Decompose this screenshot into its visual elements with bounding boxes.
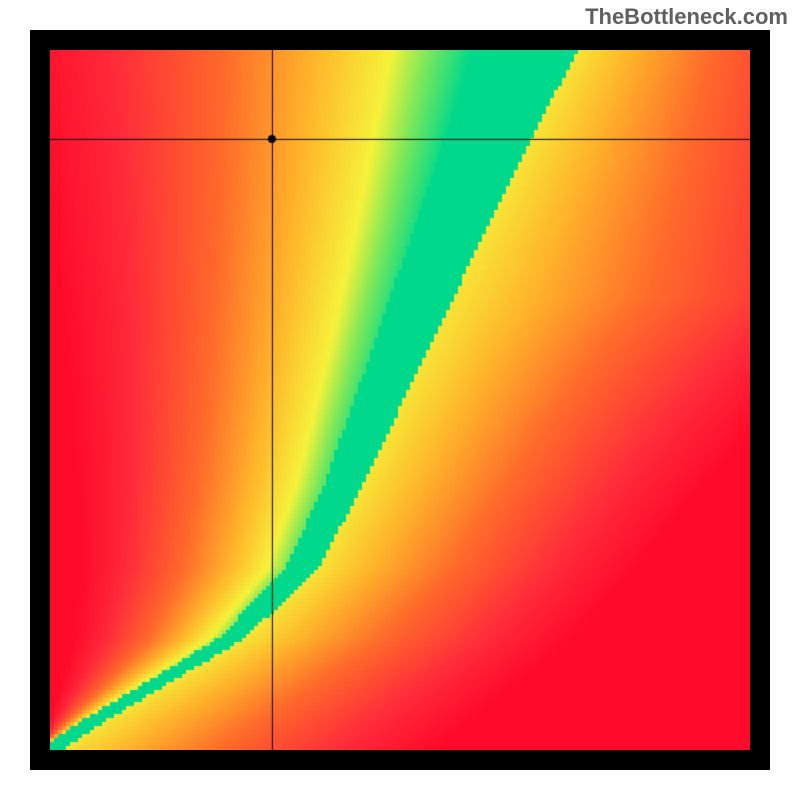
chart-frame — [30, 30, 770, 770]
heatmap-canvas — [50, 50, 750, 750]
chart-container: TheBottleneck.com — [0, 0, 800, 800]
watermark-text: TheBottleneck.com — [585, 4, 788, 30]
